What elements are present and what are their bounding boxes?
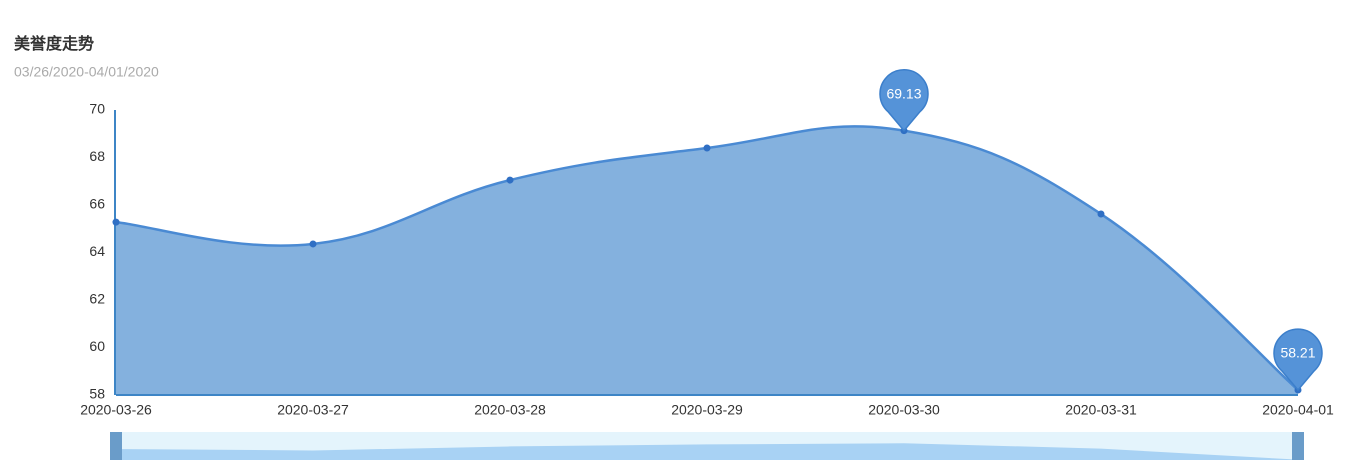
mark-pin bbox=[879, 69, 929, 132]
x-tick-label: 2020-04-01 bbox=[1262, 402, 1334, 418]
point bbox=[309, 240, 317, 248]
y-tick-label: 66 bbox=[89, 196, 105, 212]
mark-label: 58.21 bbox=[1280, 345, 1315, 361]
mark-pin bbox=[1273, 328, 1323, 392]
chart-subtitle: 03/26/2020-04/01/2020 bbox=[14, 64, 159, 80]
zoom-handle[interactable] bbox=[110, 432, 122, 460]
point bbox=[703, 144, 711, 152]
point bbox=[506, 176, 514, 184]
y-tick-label: 68 bbox=[89, 148, 105, 164]
x-tick-label: 2020-03-29 bbox=[671, 402, 743, 418]
y-tick-label: 64 bbox=[89, 243, 105, 259]
x-tick-label: 2020-03-27 bbox=[277, 402, 349, 418]
zoom-handle[interactable] bbox=[1292, 432, 1304, 460]
zoom-preview bbox=[116, 443, 1298, 460]
y-tick-label: 70 bbox=[89, 101, 105, 117]
x-tick-label: 2020-03-30 bbox=[868, 402, 940, 418]
point bbox=[112, 218, 120, 226]
mark-label: 69.13 bbox=[886, 85, 921, 101]
y-tick-label: 62 bbox=[89, 291, 105, 307]
area bbox=[116, 126, 1298, 396]
x-tick-label: 2020-03-31 bbox=[1065, 402, 1137, 418]
y-tick-label: 58 bbox=[89, 386, 105, 402]
point bbox=[1097, 210, 1105, 218]
chart-title: 美誉度走势 bbox=[14, 34, 94, 53]
y-tick-label: 60 bbox=[89, 338, 105, 354]
x-tick-label: 2020-03-26 bbox=[80, 402, 152, 418]
x-tick-label: 2020-03-28 bbox=[474, 402, 546, 418]
